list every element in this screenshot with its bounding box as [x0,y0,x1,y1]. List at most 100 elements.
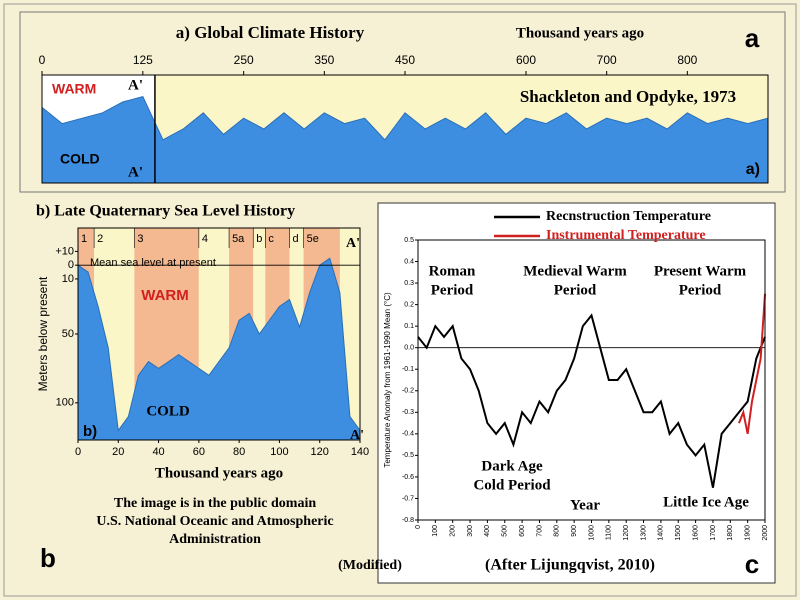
x-tick-label: 1700 [710,525,717,541]
x-tick-label: 0 [415,525,422,529]
x-tick-label: 0 [39,53,46,67]
annotation: Mean sea level at present [90,257,216,269]
x-tick-label: 1900 [744,525,751,541]
y-tick-label: +10 [55,245,74,257]
legend-label: Instrumental Temperature [546,228,706,243]
credit: Administration [169,532,261,547]
area [42,96,768,183]
plot-border [417,239,766,521]
stage-label: c [268,233,274,245]
y-tick-label: -0.1 [402,366,414,373]
x-tick-label: 1200 [623,525,630,541]
x-tick-label: 600 [516,53,536,67]
y-tick-label: -0.7 [402,495,414,502]
x-tick-label: 100 [270,446,288,458]
x-tick-label: 1400 [658,525,665,541]
x-tick-label: 250 [234,53,254,67]
y-tick-label: 10 [62,273,74,285]
legend-label: Recnstruction Temperature [546,209,711,224]
x-tick-label: 500 [502,525,509,537]
x-tick-label: 350 [314,53,334,67]
y-tick-label: 0.0 [404,345,414,352]
y-tick-label: 0.1 [404,323,414,330]
frame [3,3,797,597]
annotation: Period [679,282,722,298]
y-tick-label: -0.6 [402,474,414,481]
y-tick-label: -0.5 [402,452,414,459]
x-tick-label: 60 [193,446,205,458]
annotation: a) [746,161,760,178]
x-tick-label: 100 [432,525,439,537]
x-tick-label: 800 [554,525,561,537]
stage-label: b [256,233,262,245]
area [78,258,360,440]
y-tick-label: 0.3 [404,280,414,287]
annotation: Little Ice Age [663,494,749,510]
annotation: A' [128,164,143,180]
annotation: Roman [429,263,476,279]
x-tick-label: 1000 [588,525,595,541]
chart-title: a) Global Climate History [176,23,365,42]
series-line [417,313,766,488]
panel-label: a [745,23,760,53]
annotation: Period [554,282,597,298]
annotation: A' [350,428,364,443]
annotation: A' [128,77,143,93]
x-tick-label: 20 [112,446,124,458]
panel-label: b [40,543,56,573]
x-axis-label: Thousand years ago [516,25,644,41]
annotation: WARM [52,81,96,97]
annotation: b) [83,423,97,440]
x-tick-label: 1600 [692,525,699,541]
area-outline [77,257,361,432]
x-tick-label: 140 [351,446,369,458]
y-tick-label: 0.5 [404,237,414,244]
x-tick-label: 1500 [675,525,682,541]
x-tick-label: 200 [450,525,457,537]
credit: U.S. National Oceanic and Atmospheric [96,514,333,529]
x-tick-label: 450 [395,53,415,67]
x-tick-label: 300 [467,525,474,537]
x-tick-label: 1800 [727,525,734,541]
y-tick-label: 0 [68,259,74,271]
annotation: COLD [60,151,100,167]
chart-title: b) Late Quaternary Sea Level History [36,203,295,220]
x-axis-label: Year [570,497,600,513]
panel-label: c [745,549,759,579]
area-outline [41,96,769,141]
y-tick-label: 0.2 [404,301,414,308]
annotation: COLD [146,403,190,419]
stage-label: 1 [81,233,87,245]
annotation: Medieval Warm [523,263,627,279]
x-tick-label: 700 [536,525,543,537]
annotation: Period [431,282,474,298]
x-tick-label: 400 [484,525,491,537]
x-tick-label: 700 [597,53,617,67]
x-tick-label: 1100 [606,525,613,540]
credit: The image is in the public domain [114,496,316,511]
annotation: Cold Period [473,477,551,493]
stage-label: 5a [232,233,245,245]
stage-label: 2 [97,233,103,245]
annotation: Dark Age [481,458,543,474]
y-tick-label: -0.3 [402,409,414,416]
annotation: Shackleton and Opdyke, 1973 [520,87,736,106]
y-tick-label: 0.4 [404,258,414,265]
y-axis-label: Meters below present [36,276,50,391]
credit: (Modified) [338,558,402,573]
series-line [738,293,766,435]
x-tick-label: 120 [311,446,329,458]
x-tick-label: 2000 [762,525,769,541]
y-tick-label: 100 [56,397,74,409]
y-tick-label: -0.4 [402,431,414,438]
annotation: A' [346,236,360,251]
stage-label: d [293,233,299,245]
x-tick-label: 800 [677,53,697,67]
x-tick-label: 0 [75,446,81,458]
y-tick-label: 50 [62,328,74,340]
y-tick-label: -0.8 [402,517,414,524]
stage-label: 5e [307,233,319,245]
y-tick-label: -0.2 [402,388,414,395]
y-axis-label: Temperature Anomaly from 1961-1990 Mean … [383,292,392,468]
